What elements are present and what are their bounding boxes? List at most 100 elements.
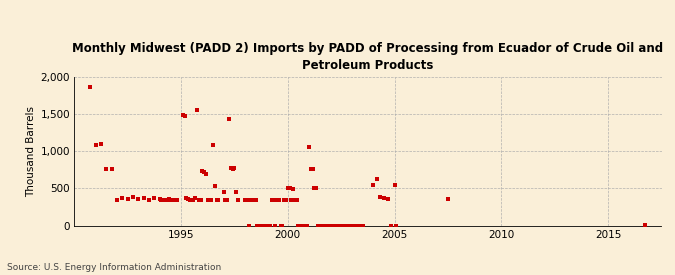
Point — [167, 197, 178, 202]
Point — [354, 223, 364, 228]
Point — [257, 223, 268, 228]
Point — [138, 196, 149, 200]
Point — [270, 223, 281, 228]
Point — [391, 223, 402, 228]
Point — [170, 197, 181, 202]
Point — [375, 195, 385, 199]
Point — [282, 186, 293, 191]
Point — [101, 167, 111, 171]
Point — [122, 197, 133, 201]
Point — [206, 197, 217, 202]
Point — [331, 223, 342, 228]
Point — [368, 183, 379, 188]
Point — [144, 197, 155, 202]
Point — [85, 85, 96, 90]
Point — [161, 197, 172, 202]
Point — [155, 197, 165, 201]
Point — [188, 197, 199, 202]
Point — [389, 183, 400, 188]
Point — [192, 108, 202, 112]
Point — [204, 197, 215, 202]
Point — [345, 223, 356, 228]
Point — [306, 167, 317, 171]
Point — [335, 223, 346, 228]
Point — [159, 197, 170, 202]
Point — [297, 223, 308, 228]
Point — [169, 197, 180, 202]
Point — [128, 195, 138, 199]
Point — [231, 190, 242, 194]
Point — [90, 143, 101, 147]
Point — [288, 187, 298, 191]
Title: Monthly Midwest (PADD 2) Imports by PADD of Processing from Ecuador of Crude Oil: Monthly Midwest (PADD 2) Imports by PADD… — [72, 42, 664, 72]
Point — [334, 223, 345, 228]
Y-axis label: Thousand Barrels: Thousand Barrels — [26, 106, 36, 197]
Point — [379, 196, 389, 200]
Point — [443, 197, 454, 201]
Point — [233, 197, 244, 202]
Point — [275, 223, 286, 228]
Point — [165, 197, 176, 202]
Point — [243, 223, 254, 228]
Point — [350, 223, 361, 228]
Point — [213, 197, 224, 202]
Point — [242, 197, 252, 202]
Point — [211, 197, 222, 202]
Point — [307, 167, 318, 171]
Point — [218, 190, 229, 194]
Point — [309, 186, 320, 191]
Point — [323, 223, 334, 228]
Point — [320, 223, 331, 228]
Point — [267, 197, 277, 202]
Point — [158, 197, 169, 202]
Point — [181, 196, 192, 200]
Point — [111, 197, 122, 202]
Point — [304, 145, 315, 149]
Point — [200, 172, 211, 177]
Point — [340, 223, 350, 228]
Point — [290, 197, 300, 202]
Point — [352, 223, 362, 228]
Point — [272, 197, 283, 202]
Point — [172, 197, 183, 202]
Point — [178, 113, 188, 117]
Point — [318, 223, 329, 228]
Point — [343, 223, 354, 228]
Point — [385, 223, 396, 228]
Point — [316, 223, 327, 228]
Point — [310, 186, 321, 191]
Point — [281, 197, 292, 202]
Point — [338, 223, 348, 228]
Point — [96, 142, 107, 146]
Point — [292, 197, 302, 202]
Point — [357, 223, 368, 228]
Point — [286, 197, 297, 202]
Point — [133, 197, 144, 201]
Point — [332, 223, 343, 228]
Point — [300, 223, 311, 228]
Point — [183, 197, 194, 201]
Point — [327, 223, 338, 228]
Point — [348, 223, 359, 228]
Point — [149, 196, 160, 200]
Point — [341, 223, 352, 228]
Point — [254, 223, 265, 228]
Point — [252, 223, 263, 228]
Point — [225, 165, 236, 170]
Point — [259, 223, 270, 228]
Point — [190, 196, 200, 200]
Point — [640, 222, 651, 227]
Point — [202, 197, 213, 202]
Point — [263, 223, 273, 228]
Point — [273, 197, 284, 202]
Point — [222, 197, 233, 202]
Point — [321, 223, 332, 228]
Point — [106, 167, 117, 171]
Point — [302, 223, 313, 228]
Point — [208, 142, 219, 147]
Point — [329, 223, 340, 228]
Point — [195, 197, 206, 202]
Point — [227, 167, 238, 171]
Point — [371, 177, 382, 182]
Point — [268, 197, 279, 202]
